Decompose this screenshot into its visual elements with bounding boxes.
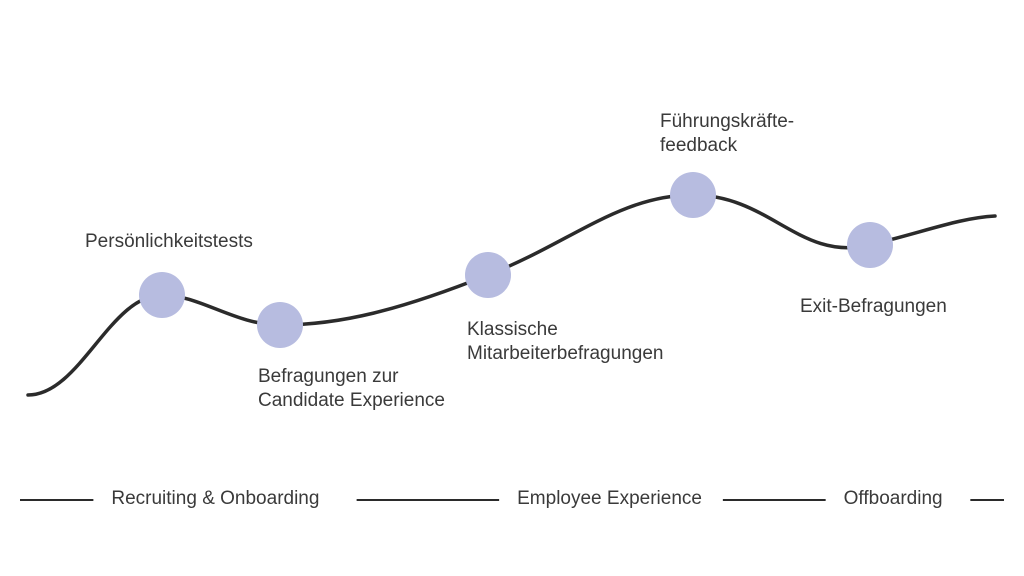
phase-label-ph3: Offboarding: [844, 489, 943, 508]
phase-label-ph1: Recruiting & Onboarding: [111, 489, 319, 508]
journey-point-p5: [847, 222, 893, 268]
point-label-p4: Führungskräfte- feedback: [660, 110, 794, 158]
point-label-p3: Klassische Mitarbeiterbefragungen: [467, 318, 663, 366]
journey-point-p1: [139, 272, 185, 318]
journey-point-p2: [257, 302, 303, 348]
journey-point-p4: [670, 172, 716, 218]
point-label-p2: Befragungen zur Candidate Experience: [258, 365, 445, 413]
phase-label-ph2: Employee Experience: [517, 489, 702, 508]
journey-point-p3: [465, 252, 511, 298]
point-label-p1: Persönlichkeitstests: [85, 230, 253, 254]
point-label-p5: Exit-Befragungen: [800, 295, 947, 319]
